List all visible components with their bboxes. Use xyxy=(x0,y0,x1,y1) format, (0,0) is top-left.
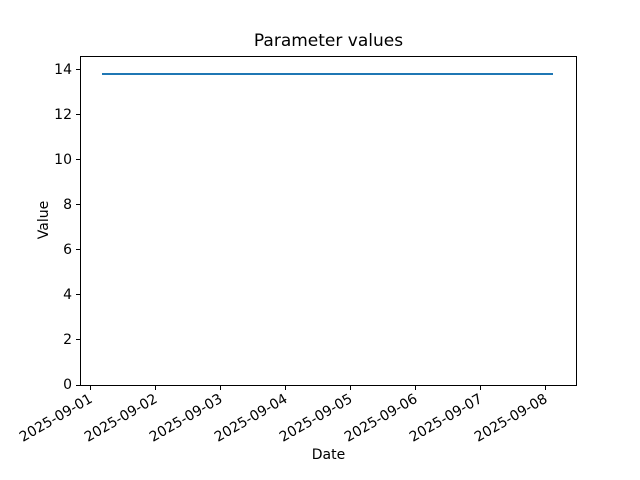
x-tick-label: 2025-09-02 xyxy=(81,391,160,446)
y-tick-label: 6 xyxy=(63,241,72,258)
y-tick-label: 14 xyxy=(54,61,72,78)
y-tick-mark xyxy=(76,204,80,206)
plot-area xyxy=(80,56,577,386)
y-tick-label: 10 xyxy=(54,151,72,168)
y-tick-label: 0 xyxy=(63,377,72,393)
x-tick-mark xyxy=(349,386,351,390)
parameter-value-line xyxy=(102,73,553,76)
x-tick-label: 2025-09-07 xyxy=(406,391,485,446)
y-tick-mark xyxy=(76,294,80,296)
x-tick-label: 2025-09-08 xyxy=(471,391,550,446)
y-tick-label: 2 xyxy=(63,331,72,348)
y-tick-mark xyxy=(76,249,80,251)
x-tick-mark xyxy=(154,386,156,390)
y-tick-mark xyxy=(76,159,80,161)
x-tick-label: 2025-09-01 xyxy=(16,391,95,446)
x-tick-mark xyxy=(414,386,416,390)
chart-title: Parameter values xyxy=(253,31,404,51)
x-tick-label: 2025-09-04 xyxy=(211,391,290,446)
x-tick-label: 2025-09-03 xyxy=(146,391,225,446)
y-tick-mark xyxy=(76,114,80,116)
x-tick-label: 2025-09-05 xyxy=(276,391,355,446)
y-tick-mark xyxy=(76,339,80,341)
y-tick-mark xyxy=(76,384,80,386)
x-tick-label: 2025-09-06 xyxy=(341,391,420,446)
x-tick-mark xyxy=(284,386,286,390)
y-tick-label: 4 xyxy=(63,286,72,303)
x-tick-mark xyxy=(89,386,91,390)
y-tick-mark xyxy=(76,69,80,71)
y-tick-label: 8 xyxy=(63,196,72,213)
x-tick-mark xyxy=(479,386,481,390)
y-tick-label: 12 xyxy=(54,106,72,123)
x-tick-mark xyxy=(219,386,221,390)
x-axis-label: Date xyxy=(311,447,346,463)
x-tick-mark xyxy=(544,386,546,390)
